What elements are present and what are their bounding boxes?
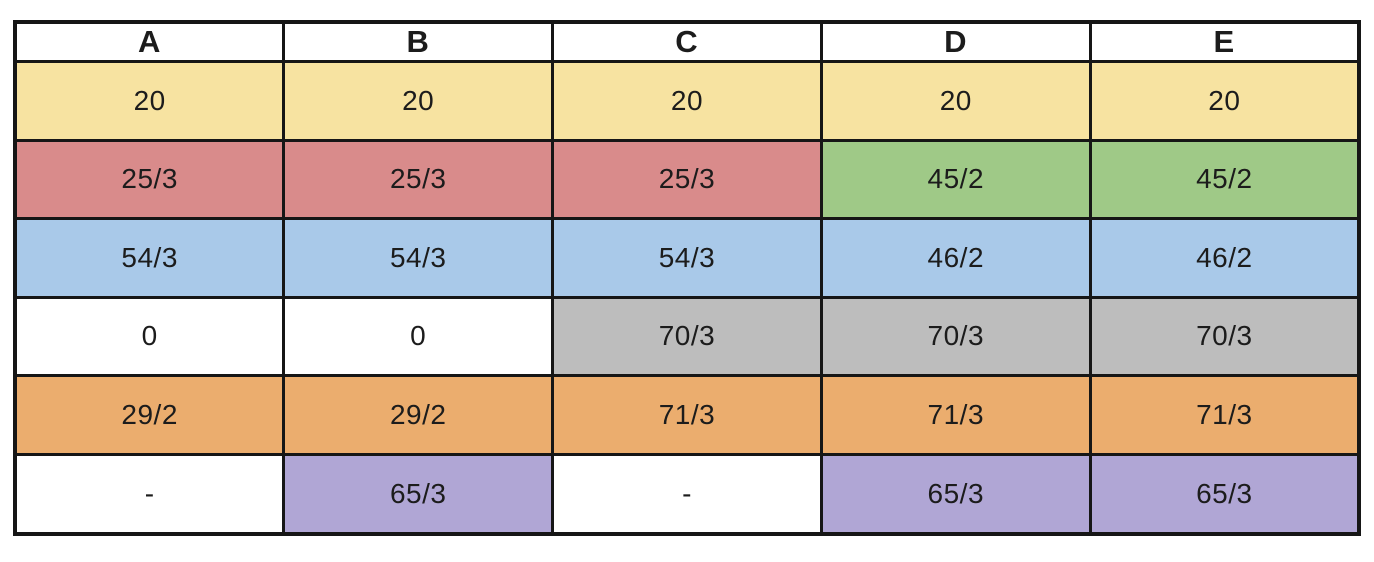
- cell-r1-d: 20: [819, 60, 1092, 142]
- cell-r3-b: 54/3: [282, 217, 555, 299]
- cell-r1-c: 20: [551, 60, 823, 142]
- table-row: 0 0 70/3 70/3 70/3: [13, 295, 1361, 378]
- cell-r5-b: 29/2: [282, 374, 555, 456]
- cell-r6-b: 65/3: [282, 452, 555, 536]
- cell-r5-a: 29/2: [13, 374, 286, 456]
- cell-r3-e: 46/2: [1088, 217, 1361, 299]
- cell-r3-a: 54/3: [13, 217, 286, 299]
- column-header-a: A: [13, 20, 286, 63]
- column-header-b: B: [282, 20, 555, 63]
- cell-r4-d: 70/3: [819, 295, 1092, 378]
- table-body: 20 20 20 20 20 25/3 25/3 25/3 45/2 45/2 …: [13, 60, 1361, 536]
- table-row: 25/3 25/3 25/3 45/2 45/2: [13, 138, 1361, 221]
- cell-r6-e: 65/3: [1088, 452, 1361, 536]
- values-table: A B C D E 20 20 20 20 20 25/3 25/3 25/3 …: [13, 20, 1361, 536]
- table-row: 54/3 54/3 54/3 46/2 46/2: [13, 217, 1361, 299]
- table-row: - 65/3 - 65/3 65/3: [13, 452, 1361, 536]
- cell-r4-a: 0: [13, 295, 286, 378]
- cell-r2-c: 25/3: [551, 138, 823, 221]
- cell-r4-b: 0: [282, 295, 555, 378]
- table-header: A B C D E: [13, 20, 1361, 63]
- column-header-e: E: [1088, 20, 1361, 63]
- cell-r6-c: -: [551, 452, 823, 536]
- cell-r4-e: 70/3: [1088, 295, 1361, 378]
- cell-r6-d: 65/3: [819, 452, 1092, 536]
- cell-r3-d: 46/2: [819, 217, 1092, 299]
- cell-r1-a: 20: [13, 60, 286, 142]
- cell-r2-a: 25/3: [13, 138, 286, 221]
- cell-r6-a: -: [13, 452, 286, 536]
- cell-r5-e: 71/3: [1088, 374, 1361, 456]
- column-header-d: D: [819, 20, 1092, 63]
- table-row: 29/2 29/2 71/3 71/3 71/3: [13, 374, 1361, 456]
- cell-r2-d: 45/2: [819, 138, 1092, 221]
- cell-r2-b: 25/3: [282, 138, 555, 221]
- cell-r5-c: 71/3: [551, 374, 823, 456]
- table-row: 20 20 20 20 20: [13, 60, 1361, 142]
- cell-r4-c: 70/3: [551, 295, 823, 378]
- column-header-c: C: [551, 20, 823, 63]
- cell-r3-c: 54/3: [551, 217, 823, 299]
- header-row: A B C D E: [13, 20, 1361, 63]
- cell-r1-e: 20: [1088, 60, 1361, 142]
- cell-r2-e: 45/2: [1088, 138, 1361, 221]
- cell-r1-b: 20: [282, 60, 555, 142]
- cell-r5-d: 71/3: [819, 374, 1092, 456]
